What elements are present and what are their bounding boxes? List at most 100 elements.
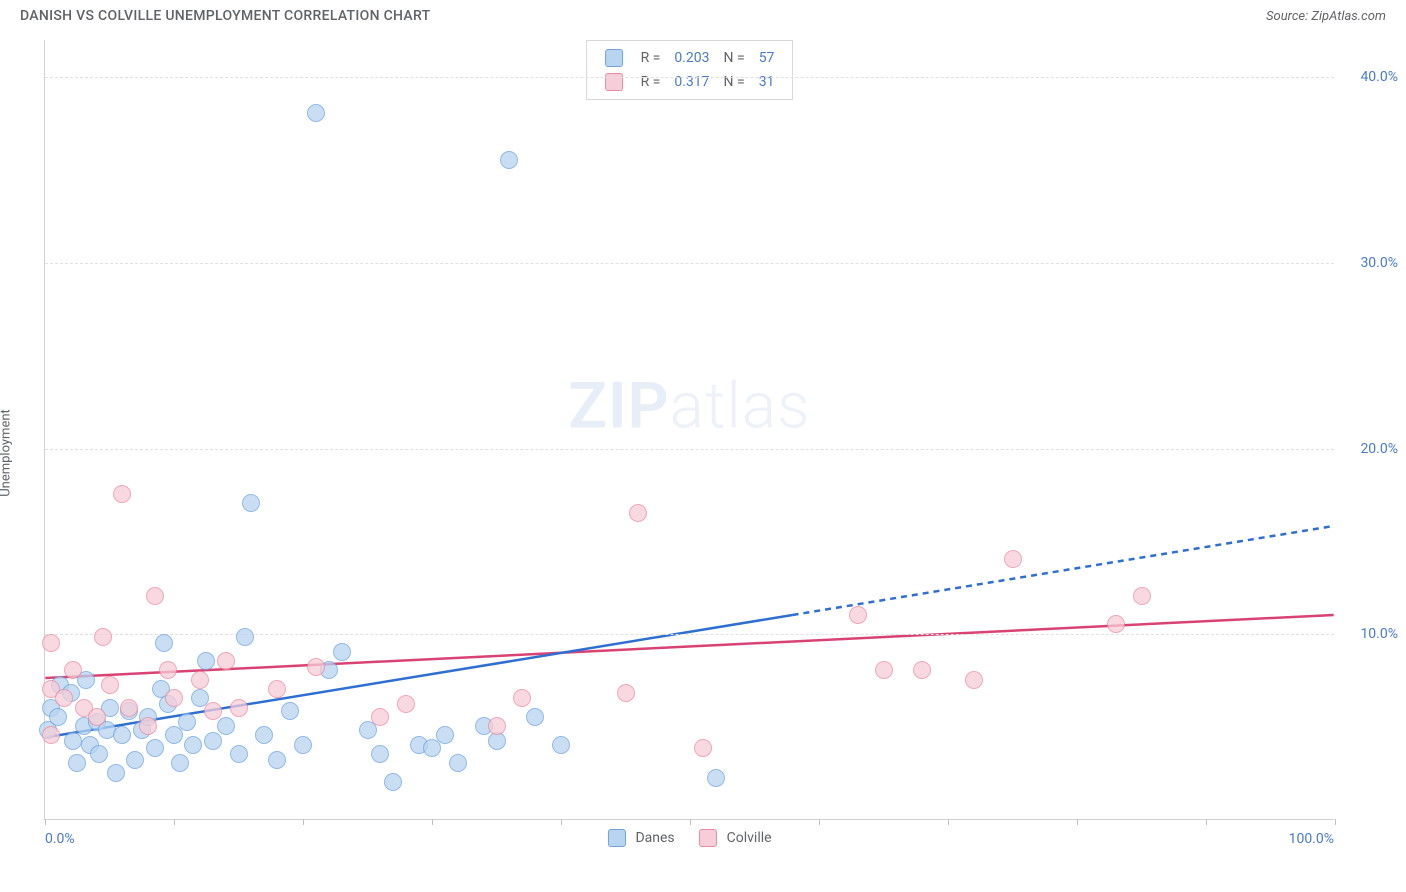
colville-point — [913, 661, 931, 679]
danes-point — [449, 754, 467, 772]
x-tick-mark — [690, 819, 691, 825]
colville-point — [230, 699, 248, 717]
r-value: 0.203 — [668, 47, 715, 69]
plot-area: ZIPatlas R =0.203N =57R =0.317N =31 0.0%… — [44, 40, 1334, 820]
colville-point — [1004, 550, 1022, 568]
colville-point — [488, 717, 506, 735]
danes-point — [64, 732, 82, 750]
x-tick-mark — [948, 819, 949, 825]
colville-point — [88, 708, 106, 726]
watermark-rest: atlas — [670, 369, 811, 444]
colville-point — [1133, 587, 1151, 605]
danes-point — [171, 754, 189, 772]
danes-point — [49, 708, 67, 726]
colville-point — [694, 739, 712, 757]
r-label: R = — [635, 71, 667, 93]
x-tick-mark — [432, 819, 433, 825]
colville-swatch-icon — [605, 73, 623, 91]
r-value: 0.317 — [668, 71, 715, 93]
x-tick-mark — [561, 819, 562, 825]
colville-point — [64, 661, 82, 679]
danes-point — [126, 751, 144, 769]
y-tick-label: 20.0% — [1340, 441, 1398, 457]
n-label: N = — [718, 71, 751, 93]
correlation-legend-row: R =0.317N =31 — [599, 71, 781, 93]
danes-point — [178, 713, 196, 731]
legend-label-colville: Colville — [727, 830, 772, 846]
y-tick-label: 40.0% — [1340, 69, 1398, 85]
danes-point — [197, 652, 215, 670]
x-axis-max-label: 100.0% — [1289, 831, 1334, 847]
colville-point — [139, 717, 157, 735]
correlation-legend-row: R =0.203N =57 — [599, 47, 781, 69]
colville-point — [113, 485, 131, 503]
y-axis-label: Unemployment — [0, 409, 14, 497]
danes-point — [307, 104, 325, 122]
colville-point — [42, 726, 60, 744]
colville-point — [146, 587, 164, 605]
colville-point — [94, 628, 112, 646]
gridline — [45, 77, 1334, 78]
correlation-legend: R =0.203N =57R =0.317N =31 — [586, 40, 794, 100]
colville-point — [875, 661, 893, 679]
source-attribution: Source: ZipAtlas.com — [1266, 9, 1386, 24]
x-tick-mark — [1077, 819, 1078, 825]
watermark: ZIPatlas — [568, 369, 810, 444]
danes-point — [333, 643, 351, 661]
danes-point — [107, 764, 125, 782]
n-value: 31 — [753, 71, 781, 93]
danes-point — [68, 754, 86, 772]
x-axis-min-label: 0.0% — [45, 831, 75, 847]
danes-point — [500, 151, 518, 169]
colville-point — [42, 634, 60, 652]
danes-point — [242, 494, 260, 512]
danes-point — [217, 717, 235, 735]
correlation-legend-table: R =0.203N =57R =0.317N =31 — [597, 45, 783, 95]
danes-point — [90, 745, 108, 763]
danes-point — [113, 726, 131, 744]
colville-point — [55, 689, 73, 707]
colville-point — [159, 661, 177, 679]
colville-point — [268, 680, 286, 698]
danes-point — [436, 726, 454, 744]
colville-point — [849, 606, 867, 624]
danes-point — [236, 628, 254, 646]
colville-point — [307, 658, 325, 676]
danes-point — [155, 634, 173, 652]
danes-point — [371, 745, 389, 763]
danes-point — [255, 726, 273, 744]
x-tick-mark — [45, 819, 46, 825]
danes-point — [281, 702, 299, 720]
n-value: 57 — [753, 47, 781, 69]
danes-swatch-icon — [607, 829, 625, 847]
colville-point — [101, 676, 119, 694]
danes-point — [204, 732, 222, 750]
x-tick-mark — [1206, 819, 1207, 825]
danes-point — [526, 708, 544, 726]
colville-point — [1107, 615, 1125, 633]
danes-point — [384, 773, 402, 791]
chart-title: DANISH VS COLVILLE UNEMPLOYMENT CORRELAT… — [20, 8, 430, 24]
legend-label-danes: Danes — [635, 830, 674, 846]
danes-point — [707, 769, 725, 787]
colville-point — [629, 504, 647, 522]
y-tick-label: 30.0% — [1340, 255, 1398, 271]
danes-point — [552, 736, 570, 754]
x-tick-mark — [174, 819, 175, 825]
danes-point — [294, 736, 312, 754]
x-tick-mark — [303, 819, 304, 825]
n-label: N = — [718, 47, 751, 69]
gridline — [45, 449, 1334, 450]
y-tick-label: 10.0% — [1340, 626, 1398, 642]
x-tick-mark — [1335, 819, 1336, 825]
gridline — [45, 263, 1334, 264]
series-legend: Danes Colville — [607, 829, 771, 847]
colville-point — [513, 689, 531, 707]
colville-point — [397, 695, 415, 713]
colville-point — [217, 652, 235, 670]
legend-item-colville: Colville — [699, 829, 772, 847]
chart-container: Unemployment ZIPatlas R =0.203N =57R =0.… — [0, 28, 1406, 878]
colville-swatch-icon — [699, 829, 717, 847]
danes-point — [230, 745, 248, 763]
colville-point — [204, 702, 222, 720]
